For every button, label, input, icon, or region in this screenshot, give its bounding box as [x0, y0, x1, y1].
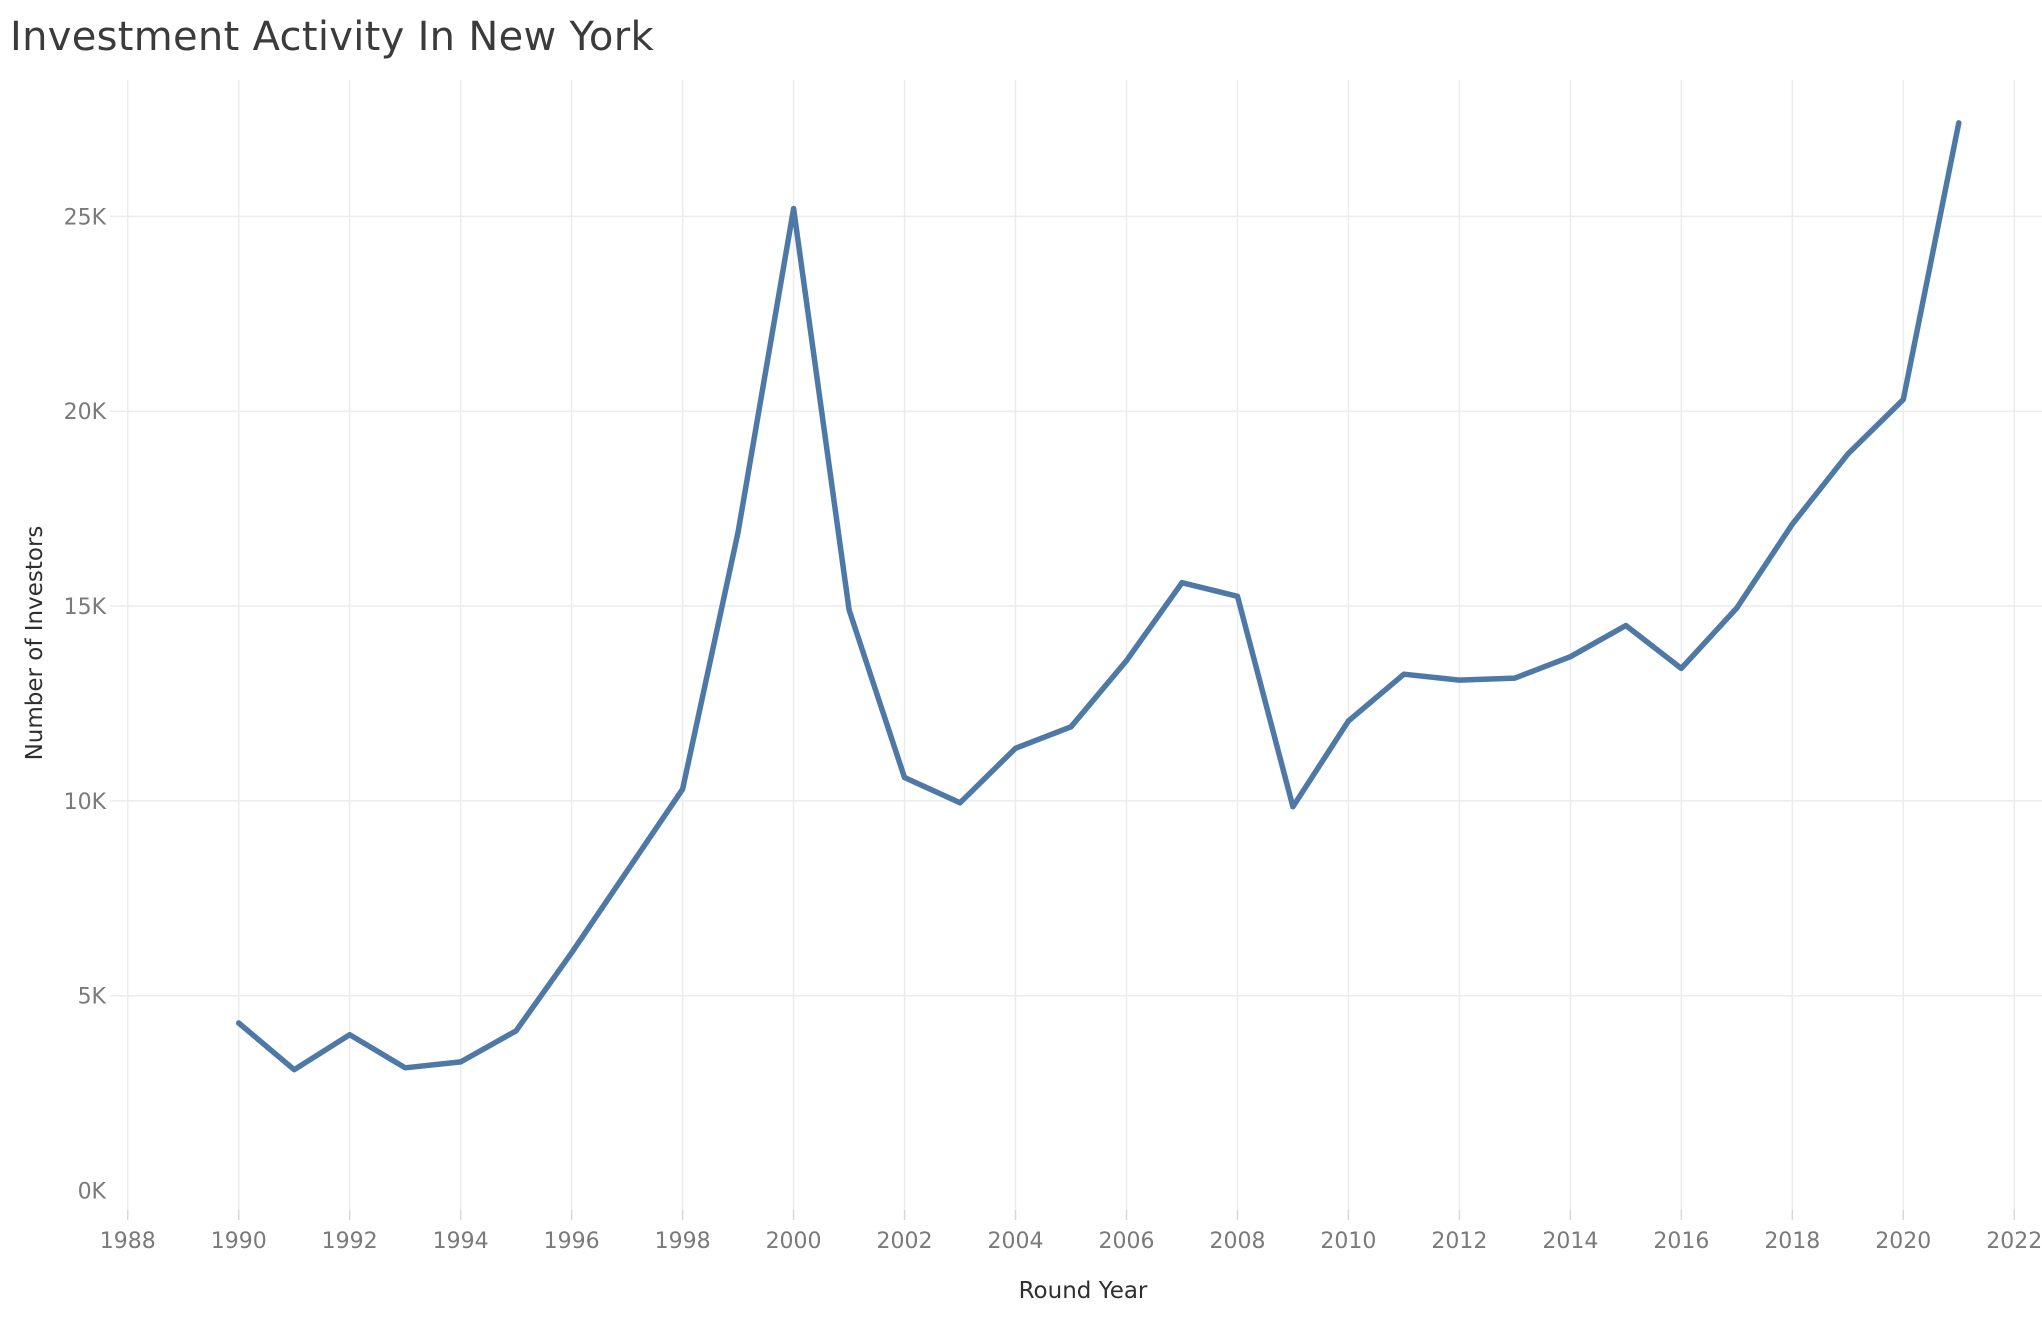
data-point: [1956, 120, 1962, 126]
x-tick-label: 2016: [1653, 1229, 1709, 1254]
y-tick-label: 15K: [64, 595, 107, 620]
data-point: [1567, 654, 1573, 660]
data-point: [1123, 658, 1129, 664]
data-point: [1789, 521, 1795, 527]
data-point: [680, 786, 686, 792]
x-tick-label: 1988: [100, 1229, 156, 1254]
y-tick-labels: 0K 5K 10K 15K 20K 25K: [64, 205, 107, 1204]
data-point: [791, 206, 797, 212]
series-group: [235, 120, 1962, 1073]
data-point: [1678, 665, 1684, 671]
gridlines-group: [110, 80, 2042, 1220]
data-point: [513, 1028, 519, 1034]
x-tick-label: 2004: [988, 1229, 1044, 1254]
x-tick-label: 2002: [877, 1229, 933, 1254]
data-point: [846, 607, 852, 613]
x-tick-label: 2020: [1875, 1229, 1931, 1254]
x-tick-label: 2022: [1986, 1229, 2042, 1254]
y-axis-title: Number of Investors: [22, 526, 48, 761]
data-point: [569, 950, 575, 956]
x-axis-title: Round Year: [1019, 1278, 1148, 1304]
x-tick-label: 2014: [1542, 1229, 1598, 1254]
y-tick-label: 5K: [78, 985, 107, 1010]
data-point: [1401, 671, 1407, 677]
data-point: [1845, 451, 1851, 457]
y-tick-label: 0K: [78, 1180, 107, 1205]
x-tick-label: 2000: [766, 1229, 822, 1254]
x-tick-label: 1998: [655, 1229, 711, 1254]
y-tick-label: 10K: [64, 790, 107, 815]
data-point: [1234, 593, 1240, 599]
x-tick-label: 1994: [433, 1229, 489, 1254]
data-point: [957, 800, 963, 806]
data-point: [347, 1032, 353, 1038]
data-point: [1734, 605, 1740, 611]
x-tick-label: 1996: [544, 1229, 600, 1254]
y-tick-label: 20K: [64, 400, 107, 425]
series-line: [235, 120, 1962, 1073]
data-point: [624, 868, 630, 874]
x-tick-label: 1990: [211, 1229, 267, 1254]
data-point: [1456, 677, 1462, 683]
data-point: [1512, 675, 1518, 681]
x-tick-label: 2006: [1098, 1229, 1154, 1254]
data-point: [1900, 397, 1906, 403]
x-tick-label: 2008: [1209, 1229, 1265, 1254]
y-tick-label: 25K: [64, 205, 107, 230]
data-point: [1068, 724, 1074, 730]
data-point: [402, 1065, 408, 1071]
x-tick-label: 2010: [1320, 1229, 1376, 1254]
data-point: [458, 1059, 464, 1065]
data-point: [1179, 580, 1185, 586]
data-point: [1290, 804, 1296, 810]
data-point: [236, 1020, 242, 1026]
x-tick-label: 1992: [322, 1229, 378, 1254]
data-point: [1345, 718, 1351, 724]
x-tick-labels: 1988 1990 1992 1994 1996 1998 2000 2002 2004 2006…: [100, 1229, 2042, 1254]
data-point: [902, 774, 908, 780]
x-tick-label: 2012: [1431, 1229, 1487, 1254]
data-point: [1013, 745, 1019, 751]
data-point: [1623, 623, 1629, 629]
data-point: [735, 529, 741, 535]
x-tick-label: 2018: [1764, 1229, 1820, 1254]
data-point: [291, 1067, 297, 1073]
chart-title: Investment Activity In New York: [10, 14, 654, 60]
